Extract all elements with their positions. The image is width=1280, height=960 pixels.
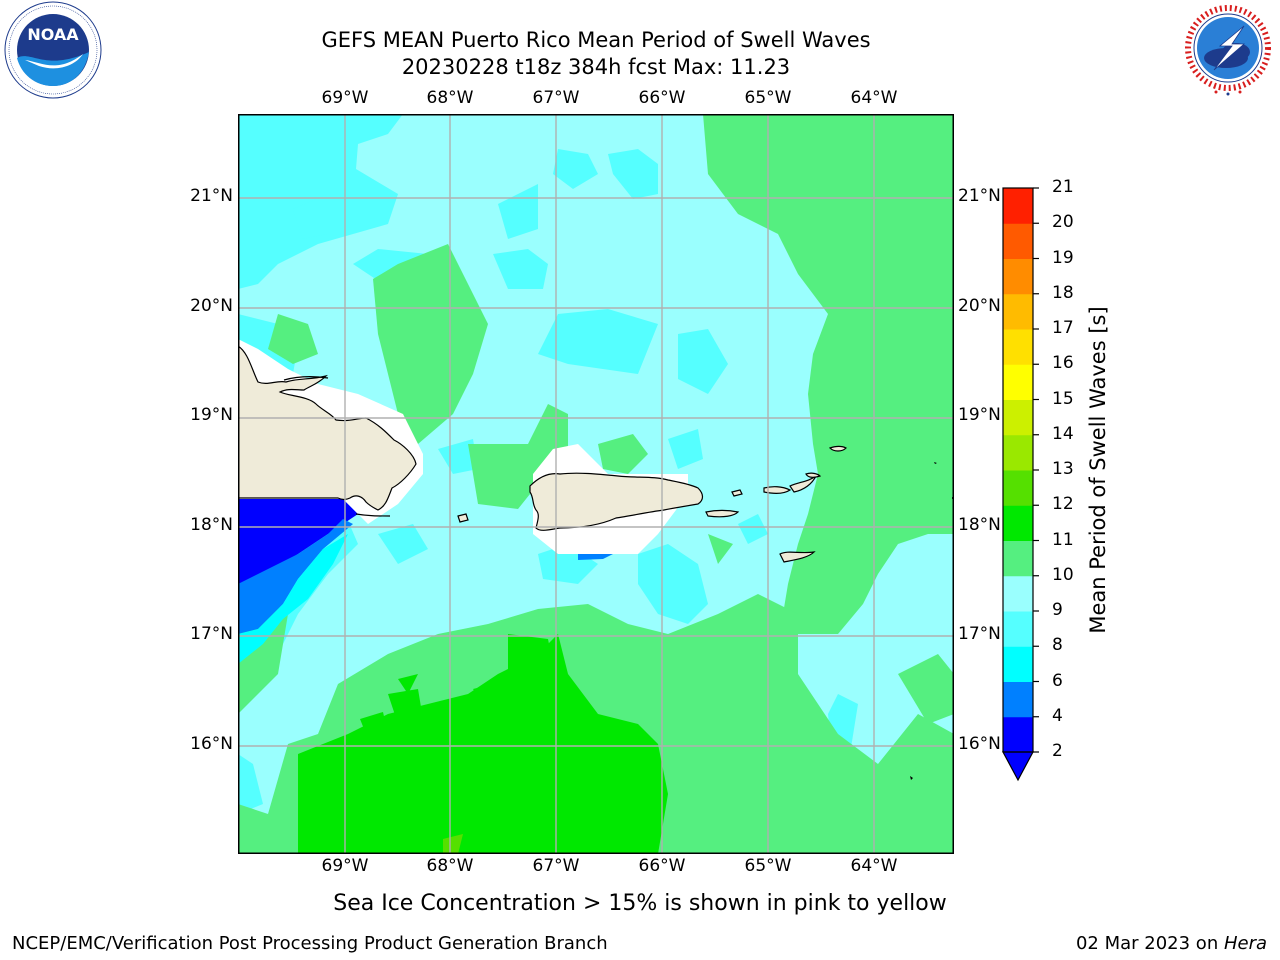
- colorbar-tick-label: 6: [1052, 670, 1063, 691]
- credit-text: NCEP/EMC/Verification Post Processing Pr…: [12, 933, 608, 954]
- colorbar-extend-arrow: [1001, 751, 1035, 782]
- colorbar-segment: [1003, 646, 1033, 682]
- lon-label-top-66w: 66°W: [638, 88, 686, 108]
- land-culebra: [731, 489, 743, 497]
- lat-label-right-17n: 17°N: [958, 624, 1001, 644]
- land-hispaniola: [238, 345, 417, 511]
- land-sombrero: [934, 462, 937, 464]
- colorbar-segment: [1003, 434, 1033, 471]
- lon-label-top-68w: 68°W: [426, 88, 474, 108]
- run-date: 02 Mar 2023 on Hera: [1076, 933, 1267, 954]
- colorbar-tick-label: 15: [1052, 388, 1074, 409]
- host-name: Hera: [1223, 933, 1267, 954]
- colorbar-segment: [1003, 399, 1033, 436]
- noaa-logo-text: NOAA: [27, 25, 79, 44]
- lat-label-right-19n: 19°N: [958, 405, 1001, 425]
- colorbar-segment: [1003, 470, 1033, 506]
- land-vieques: [705, 509, 740, 518]
- contour-2-4s: [238, 519, 353, 634]
- colorbar-segment: [1003, 575, 1033, 612]
- lat-label-right-20n: 20°N: [958, 296, 1001, 316]
- colorbar-segment: [1003, 681, 1033, 718]
- colorbar-segment: [1003, 505, 1033, 541]
- noaa-logo: NOAA: [4, 1, 102, 99]
- colorbar-tick-label: 21: [1052, 177, 1074, 197]
- colorbar-tick-label: 13: [1052, 459, 1074, 479]
- colorbar-tick-label: 11: [1052, 529, 1074, 550]
- colorbar-tick-label: 16: [1052, 353, 1074, 374]
- lon-label-top-69w: 69°W: [321, 88, 369, 108]
- colorbar-tick-label: 4: [1052, 705, 1063, 726]
- colorbar-segment: [1003, 540, 1033, 577]
- lon-label-bottom-67w: 67°W: [532, 856, 580, 876]
- lon-label-bottom-66w: 66°W: [638, 856, 686, 876]
- lat-label-left-17n: 17°N: [190, 624, 233, 644]
- swell-period-map: [238, 114, 954, 854]
- sea-ice-note: Sea Ice Concentration > 15% is shown in …: [333, 891, 947, 916]
- graticule: [238, 114, 954, 854]
- lat-label-left-19n: 19°N: [190, 405, 233, 425]
- lon-label-bottom-65w: 65°W: [744, 856, 792, 876]
- colorbar-tick-label: 10: [1052, 564, 1074, 585]
- colorbar-tick-label: 9: [1052, 600, 1063, 620]
- lat-label-left-16n: 16°N: [190, 734, 233, 754]
- chart-subtitle: 20230228 t18z 384h fcst Max: 11.23: [401, 55, 791, 79]
- land-st-thomas: [763, 486, 792, 494]
- colorbar-tick-label: 17: [1052, 318, 1074, 338]
- land-anegada: [828, 445, 848, 452]
- colorbar-tick-label: 18: [1052, 282, 1074, 303]
- colorbar-title: Mean Period of Swell Waves [s]: [1086, 306, 1110, 634]
- land-small-island: [910, 776, 913, 780]
- nws-logo: [1181, 1, 1275, 96]
- colorbar: [1001, 187, 1039, 782]
- colorbar-segment: [1003, 611, 1033, 647]
- colorbar-tick-label: 12: [1052, 494, 1074, 515]
- lat-label-right-16n: 16°N: [958, 734, 1001, 754]
- contour-2-4s-pr: [578, 554, 613, 560]
- land-puerto-rico: [529, 472, 704, 531]
- lon-label-bottom-68w: 68°W: [426, 856, 474, 876]
- colorbar-tick-label: 14: [1052, 423, 1074, 444]
- lon-label-top-65w: 65°W: [744, 88, 792, 108]
- land-mona-island: [457, 513, 469, 523]
- run-date-text: 02 Mar 2023 on: [1075, 933, 1224, 954]
- colorbar-segment: [1003, 329, 1033, 365]
- contour-10-11s: [298, 634, 668, 854]
- lon-label-bottom-69w: 69°W: [321, 856, 369, 876]
- lat-label-left-20n: 20°N: [190, 296, 233, 316]
- chart-title: GEFS MEAN Puerto Rico Mean Period of Swe…: [321, 28, 871, 52]
- lat-label-right-18n: 18°N: [958, 515, 1001, 535]
- contour-lt-2s: [238, 499, 358, 589]
- lat-label-right-21n: 21°N: [958, 186, 1001, 206]
- colorbar-tick-label: 19: [1052, 247, 1074, 268]
- contour-11-12s: [443, 834, 463, 854]
- colorbar-tick-label: 2: [1052, 741, 1063, 761]
- contour-4-6s: [238, 534, 348, 664]
- colorbar-segment: [1003, 716, 1033, 753]
- lat-label-left-18n: 18°N: [190, 515, 233, 535]
- colorbar-segment: [1003, 188, 1033, 224]
- lon-label-top-67w: 67°W: [532, 88, 580, 108]
- lon-label-bottom-64w: 64°W: [850, 856, 898, 876]
- lat-label-left-21n: 21°N: [190, 186, 233, 206]
- lon-label-top-64w: 64°W: [850, 88, 898, 108]
- land-st-croix: [779, 551, 816, 563]
- map-frame: [238, 114, 954, 854]
- colorbar-segment: [1003, 364, 1033, 400]
- colorbar-segment: [1003, 223, 1033, 259]
- colorbar-tick-label: 20: [1052, 212, 1074, 233]
- colorbar-tick-label: 8: [1052, 635, 1063, 656]
- colorbar-segment: [1003, 293, 1033, 330]
- land-virgin-gorda: [805, 472, 822, 478]
- colorbar-segment: [1003, 258, 1033, 295]
